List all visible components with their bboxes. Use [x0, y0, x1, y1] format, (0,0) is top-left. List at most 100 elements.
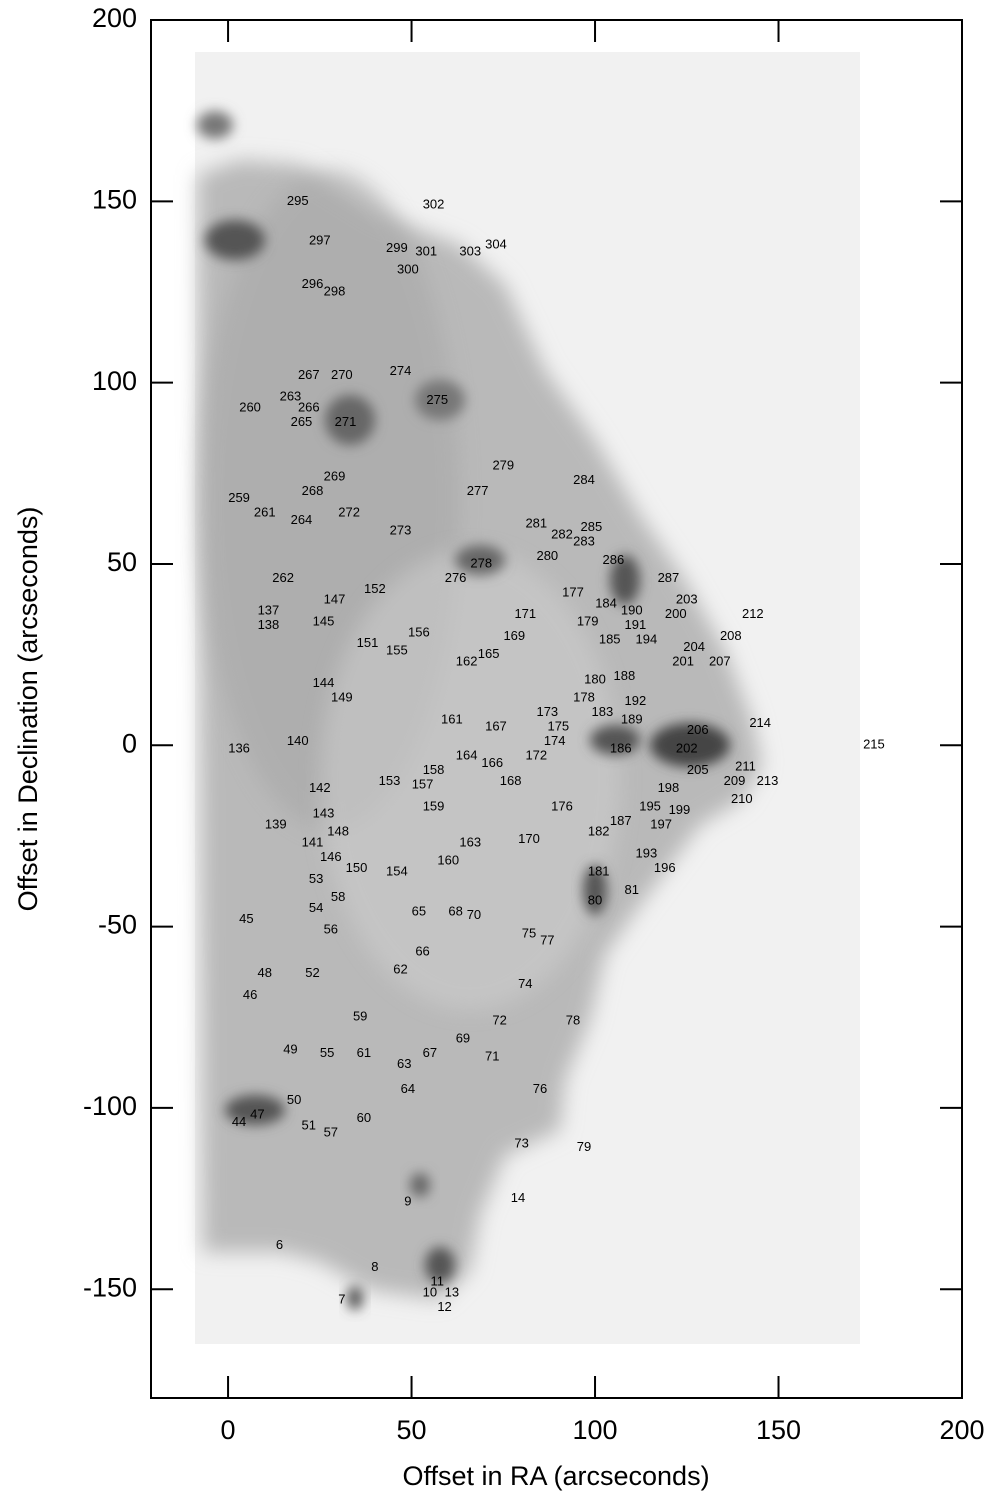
point-label: 171 [514, 606, 536, 621]
point-label: 199 [669, 802, 691, 817]
point-label: 65 [412, 904, 426, 919]
point-label: 151 [357, 635, 379, 650]
point-label: 184 [595, 595, 617, 610]
point-label: 172 [525, 748, 547, 763]
point-label: 76 [533, 1081, 547, 1096]
point-label: 262 [272, 570, 294, 585]
point-label: 208 [720, 628, 742, 643]
point-label: 203 [676, 592, 698, 607]
point-label: 167 [485, 719, 507, 734]
point-label: 69 [456, 1030, 470, 1045]
point-label: 273 [390, 523, 412, 538]
point-label: 211 [735, 758, 756, 773]
point-label: 176 [551, 798, 573, 813]
point-label: 70 [467, 907, 481, 922]
y-tick-label: -50 [98, 910, 137, 940]
point-label: 190 [621, 603, 643, 618]
background-image [195, 52, 860, 1344]
x-tick-label: 0 [221, 1415, 236, 1445]
point-label: 169 [503, 628, 525, 643]
y-tick-label: 50 [107, 547, 137, 577]
point-label: 301 [415, 244, 437, 259]
point-label: 206 [687, 722, 709, 737]
point-label: 10 [423, 1284, 437, 1299]
point-label: 270 [331, 367, 353, 382]
point-label: 49 [283, 1041, 297, 1056]
point-label: 139 [265, 816, 287, 831]
point-label: 150 [346, 860, 368, 875]
point-label: 149 [331, 690, 353, 705]
point-label: 74 [518, 976, 532, 991]
point-label: 66 [415, 943, 429, 958]
point-label: 78 [566, 1012, 580, 1027]
y-tick-label: 200 [92, 3, 137, 33]
point-label: 141 [302, 835, 324, 850]
y-tick-label: -150 [83, 1272, 137, 1302]
point-label: 54 [309, 900, 323, 915]
point-label: 191 [625, 617, 647, 632]
point-label: 48 [258, 965, 272, 980]
point-label: 165 [478, 646, 500, 661]
point-label: 11 [430, 1273, 444, 1288]
point-label: 278 [470, 555, 492, 570]
point-label: 263 [280, 389, 302, 404]
point-label: 261 [254, 505, 276, 520]
point-label: 60 [357, 1110, 371, 1125]
point-label: 161 [441, 711, 463, 726]
point-label: 140 [287, 733, 309, 748]
point-label: 276 [445, 570, 467, 585]
point-label: 144 [313, 675, 335, 690]
point-label: 200 [665, 606, 687, 621]
point-label: 303 [459, 244, 481, 259]
point-label: 185 [599, 632, 621, 647]
point-label: 152 [364, 581, 386, 596]
point-label: 153 [379, 773, 401, 788]
point-label: 297 [309, 233, 331, 248]
point-label: 197 [650, 816, 672, 831]
point-label: 51 [302, 1117, 316, 1132]
point-label: 57 [324, 1125, 338, 1140]
point-label: 67 [423, 1045, 437, 1060]
point-label: 285 [581, 519, 603, 534]
point-label: 214 [749, 715, 771, 730]
point-label: 187 [610, 813, 632, 828]
point-label: 212 [742, 606, 764, 621]
point-label: 81 [624, 882, 638, 897]
x-tick-label: 50 [397, 1415, 427, 1445]
point-label: 147 [324, 592, 346, 607]
point-label: 12 [437, 1299, 451, 1314]
point-label: 146 [320, 849, 342, 864]
point-label: 179 [577, 613, 599, 628]
point-label: 154 [386, 864, 408, 879]
point-label: 178 [573, 690, 595, 705]
point-label: 181 [588, 864, 610, 879]
point-label: 298 [324, 283, 346, 298]
point-label: 279 [492, 457, 514, 472]
point-label: 157 [412, 777, 434, 792]
point-label: 148 [327, 824, 349, 839]
y-tick-label: 100 [92, 366, 137, 396]
y-tick-label: 0 [122, 728, 137, 758]
point-label: 209 [724, 773, 746, 788]
point-label: 282 [551, 526, 573, 541]
point-label: 137 [258, 603, 280, 618]
point-label: 47 [250, 1107, 264, 1122]
point-label: 160 [437, 853, 459, 868]
point-label: 205 [687, 762, 709, 777]
point-label: 80 [588, 893, 602, 908]
point-label: 174 [544, 733, 566, 748]
point-label: 299 [386, 240, 408, 255]
point-label: 138 [258, 617, 280, 632]
x-tick-label: 200 [939, 1415, 984, 1445]
point-label: 198 [658, 780, 680, 795]
point-label: 204 [683, 639, 705, 654]
point-label: 267 [298, 367, 320, 382]
point-label: 194 [636, 632, 658, 647]
point-label: 8 [371, 1259, 378, 1274]
point-label: 71 [485, 1049, 499, 1064]
point-label: 162 [456, 653, 478, 668]
point-label: 266 [298, 399, 320, 414]
point-label: 286 [603, 552, 625, 567]
